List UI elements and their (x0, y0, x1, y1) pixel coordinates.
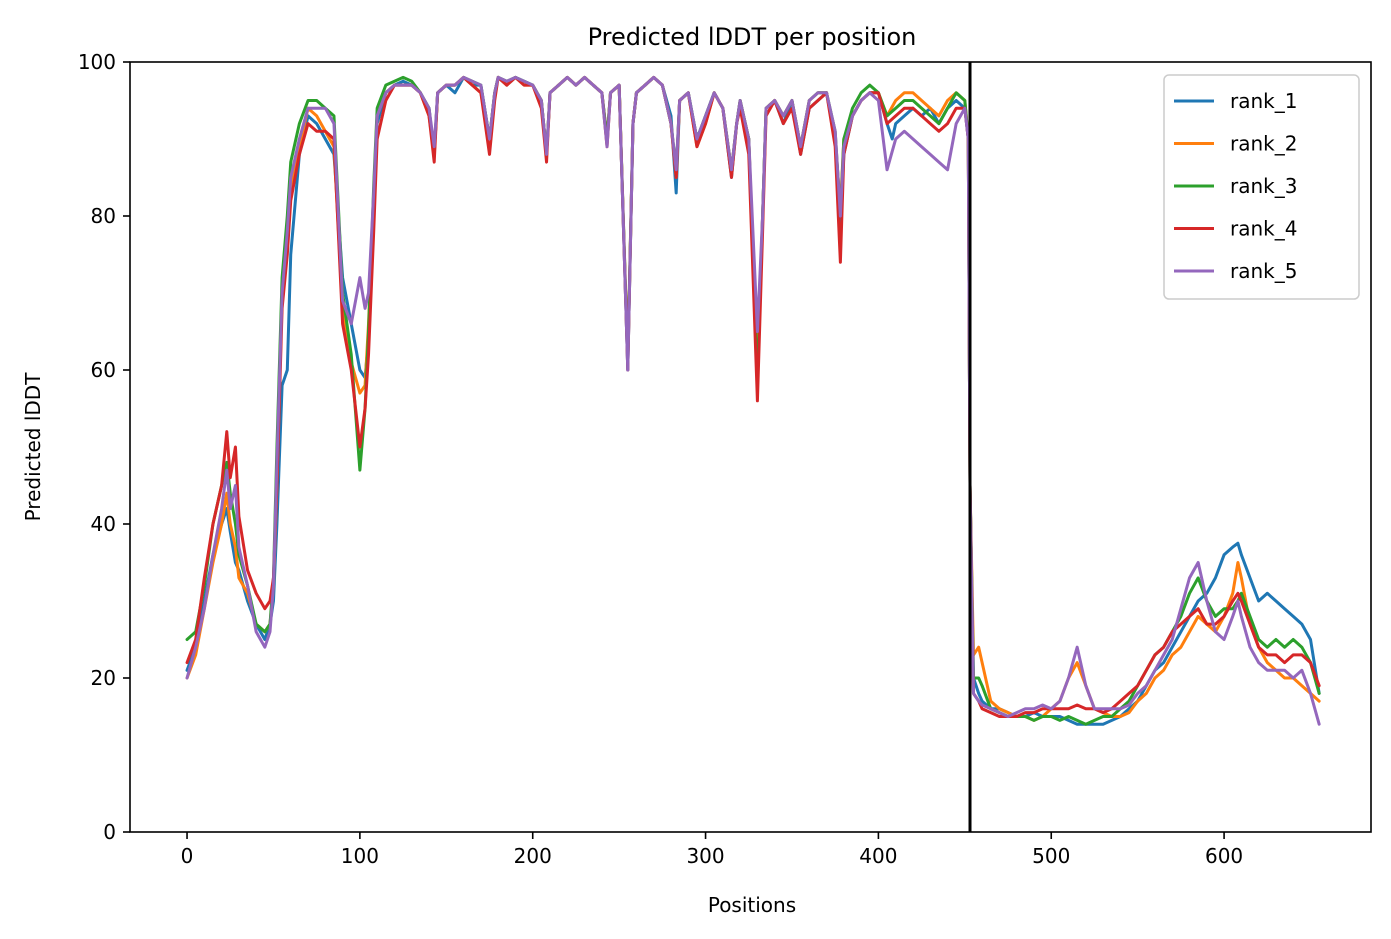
legend: rank_1 rank_2 rank_3 rank_4 rank_5 (1163, 74, 1360, 300)
x-tick-label: 0 (181, 844, 194, 868)
plot-frame (129, 61, 1372, 833)
y-tick-label: 40 (91, 512, 116, 536)
x-tick-label: 100 (341, 844, 379, 868)
series-line-rank-5 (185, 75, 1321, 726)
x-tick-label: 500 (1032, 844, 1070, 868)
plot-area (129, 61, 1372, 833)
series-line-rank-3 (185, 75, 1321, 726)
legend-label: rank_5 (1230, 259, 1297, 283)
y-tick-label: 80 (91, 204, 116, 228)
x-tick-label: 200 (514, 844, 552, 868)
legend-label: rank_2 (1230, 132, 1297, 156)
y-tick-label: 0 (103, 820, 116, 844)
x-tick-label: 400 (859, 844, 897, 868)
x-axis-label: Positions (708, 893, 796, 917)
series-line-rank-2 (185, 75, 1321, 722)
y-axis-label: Predicted lDDT (21, 372, 45, 522)
legend-box (1163, 74, 1360, 300)
series-line-rank-1 (185, 75, 1321, 726)
y-tick-label: 100 (78, 50, 116, 74)
series-lines (185, 75, 1321, 726)
chart-title: Predicted lDDT per position (588, 23, 917, 51)
y-axis: 0 20 40 60 80 100 (78, 50, 130, 844)
legend-label: rank_4 (1230, 217, 1297, 241)
x-axis: 0 100 200 300 400 500 600 (181, 832, 1243, 868)
y-tick-label: 60 (91, 358, 116, 382)
series-line-rank-4 (185, 75, 1321, 718)
x-tick-label: 600 (1205, 844, 1243, 868)
y-tick-label: 20 (91, 666, 116, 690)
legend-label: rank_1 (1230, 89, 1297, 113)
x-tick-label: 300 (686, 844, 724, 868)
legend-label: rank_3 (1230, 174, 1297, 198)
